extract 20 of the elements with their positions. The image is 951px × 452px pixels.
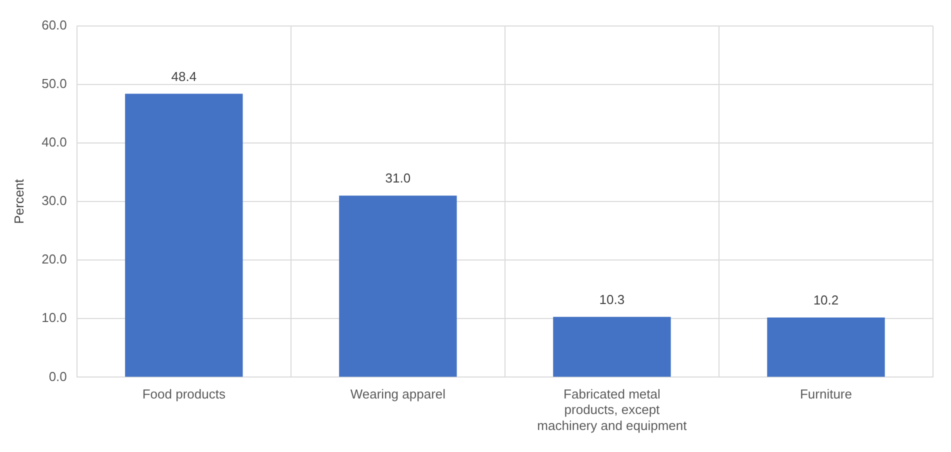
- bar: [767, 317, 885, 377]
- data-label: 31.0: [385, 170, 411, 186]
- bar: [125, 94, 243, 377]
- y-tick-label: 10.0: [42, 310, 67, 326]
- y-tick-label: 30.0: [42, 193, 67, 208]
- bar: [553, 316, 671, 377]
- bar: [339, 196, 457, 377]
- y-tick-label: 60.0: [42, 17, 67, 32]
- y-tick-label: 0.0: [48, 368, 67, 384]
- x-tick-label: Furniture: [800, 386, 852, 402]
- x-tick-label: Fabricated metal products, except machinery and equipment: [537, 386, 688, 433]
- data-label: 10.3: [599, 292, 625, 307]
- data-label: 10.2: [813, 292, 839, 308]
- y-axis-title: Percent: [11, 178, 26, 224]
- data-label: 48.4: [171, 68, 197, 84]
- y-tick-label: 20.0: [42, 252, 67, 267]
- y-tick-label: 50.0: [42, 76, 67, 91]
- x-tick-label: Wearing apparel: [350, 386, 446, 402]
- x-tick-label: Food products: [142, 386, 226, 402]
- y-tick-label: 40.0: [42, 134, 67, 150]
